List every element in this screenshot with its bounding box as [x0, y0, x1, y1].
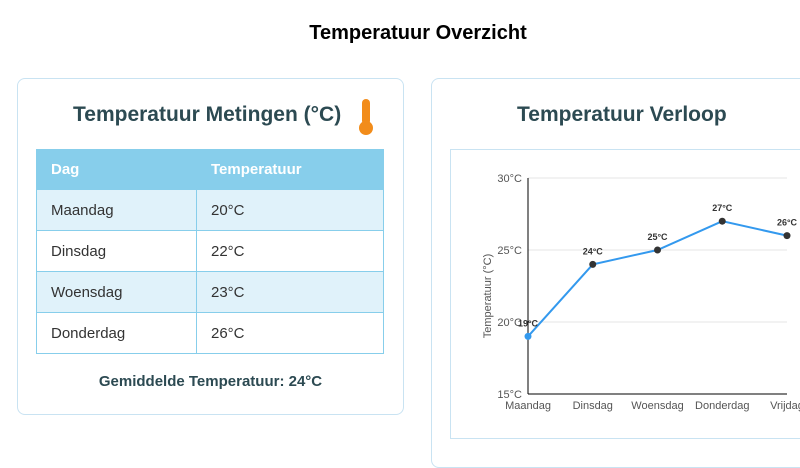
data-label: 26°C — [777, 218, 798, 228]
average-temperature: Gemiddelde Temperatuur: 24°C — [98, 373, 323, 390]
y-axis-label: Temperatuur (°C) — [482, 254, 494, 338]
cell-temperature: 22°C — [196, 230, 384, 272]
measurements-card: Temperatuur Metingen (°C) Dag Temperatuu… — [17, 78, 404, 415]
trend-card: Temperatuur Verloop 15°C 20°C 25°C 30°C Temp… — [431, 78, 800, 468]
table-row: Woensdag 23°C — [36, 271, 384, 313]
trend-title: Temperatuur Verloop — [517, 103, 727, 126]
table-header-row: Dag Temperatuur — [36, 149, 384, 190]
x-tick-label: Vrijdag — [770, 400, 800, 412]
temperature-table: Dag Temperatuur Maandag 20°C Dinsdag 22°… — [36, 149, 384, 354]
column-header-day: Dag — [36, 149, 197, 190]
column-header-temperature: Temperatuur — [196, 149, 384, 190]
measurements-title: Temperatuur Metingen (°C) — [73, 103, 342, 126]
cell-temperature: 20°C — [196, 189, 384, 231]
y-tick-label: 30°C — [497, 173, 522, 185]
data-label: 19°C — [518, 318, 539, 328]
cell-day: Dinsdag — [36, 230, 197, 272]
cell-day: Donderdag — [36, 312, 197, 354]
table-row: Dinsdag 22°C — [36, 230, 384, 272]
table-row: Maandag 20°C — [36, 189, 384, 231]
y-tick-label: 15°C — [497, 389, 522, 401]
temperature-line-chart: 15°C 20°C 25°C 30°C Temperatuur (°C) Maandag D… — [482, 173, 800, 412]
x-tick-label: Dinsdag — [573, 400, 613, 412]
data-label: 24°C — [583, 246, 604, 256]
thermometer-icon — [359, 99, 373, 135]
data-point — [654, 246, 661, 254]
cell-temperature: 26°C — [196, 312, 384, 354]
y-tick-label: 25°C — [497, 245, 522, 257]
data-point — [783, 232, 791, 240]
cell-day: Woensdag — [36, 271, 197, 313]
data-label: 27°C — [712, 203, 733, 213]
page-title: Temperatuur Overzicht — [309, 22, 527, 44]
cell-day: Maandag — [36, 189, 197, 231]
cell-temperature: 23°C — [196, 271, 384, 313]
data-point — [718, 217, 726, 225]
data-label: 25°C — [647, 232, 668, 242]
table-row: Donderdag 26°C — [36, 312, 384, 354]
y-tick-label: 20°C — [497, 317, 522, 329]
data-point — [524, 332, 532, 340]
chart-container: 15°C 20°C 25°C 30°C Temperatuur (°C) Maandag D… — [450, 149, 800, 439]
data-point — [589, 260, 597, 268]
x-tick-label: Donderdag — [695, 400, 749, 412]
x-tick-label: Woensdag — [631, 400, 683, 412]
x-tick-label: Maandag — [505, 400, 551, 412]
